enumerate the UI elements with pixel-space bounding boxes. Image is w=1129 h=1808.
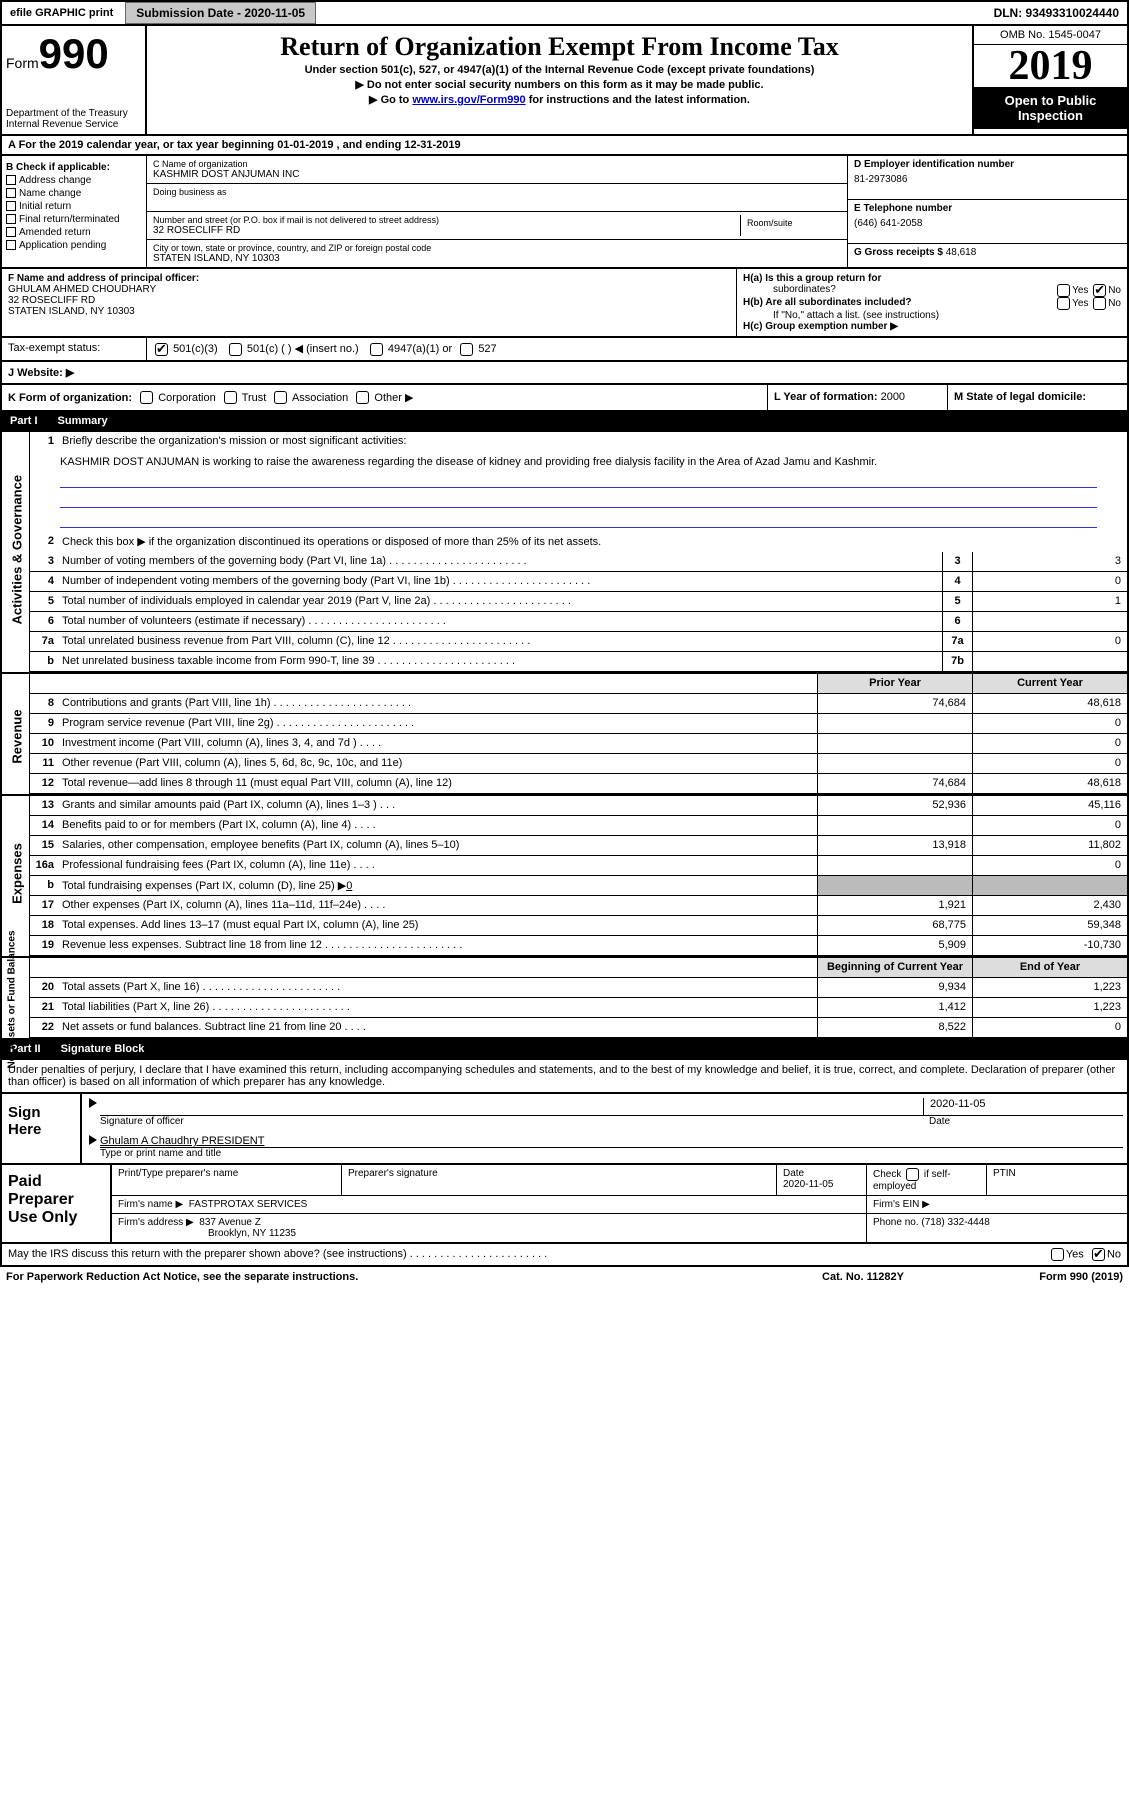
open-public: Open to Public Inspection bbox=[974, 87, 1127, 129]
chk-501c3[interactable] bbox=[155, 343, 168, 356]
mission-text: KASHMIR DOST ANJUMAN is working to raise… bbox=[30, 452, 1127, 532]
ein: 81-2973086 bbox=[854, 174, 1121, 185]
footer-line: For Paperwork Reduction Act Notice, see … bbox=[0, 1267, 1129, 1287]
subtitle-3: ▶ Go to www.irs.gov/Form990 for instruct… bbox=[153, 93, 966, 106]
irs: Internal Revenue Service bbox=[6, 119, 141, 130]
perjury-text: Under penalties of perjury, I declare th… bbox=[0, 1060, 1129, 1094]
irs-link[interactable]: www.irs.gov/Form990 bbox=[412, 94, 525, 106]
subtitle-1: Under section 501(c), 527, or 4947(a)(1)… bbox=[153, 64, 966, 76]
tax-year: 2019 bbox=[974, 45, 1127, 87]
period-line: A For the 2019 calendar year, or tax yea… bbox=[0, 136, 1129, 156]
form-title: Return of Organization Exempt From Incom… bbox=[153, 32, 966, 62]
ha-yes[interactable] bbox=[1057, 284, 1070, 297]
ha-no[interactable] bbox=[1093, 284, 1106, 297]
chk-initial[interactable] bbox=[6, 201, 16, 211]
row-klm: K Form of organization: Corporation Trus… bbox=[0, 385, 1129, 413]
efile-label[interactable]: efile GRAPHIC print bbox=[2, 3, 121, 23]
form-header: Form990 Department of the Treasury Inter… bbox=[0, 26, 1129, 136]
paid-preparer: Paid Preparer Use Only Print/Type prepar… bbox=[0, 1165, 1129, 1244]
expenses-section: Expenses 13Grants and similar amounts pa… bbox=[0, 796, 1129, 958]
header-block: B Check if applicable: Address change Na… bbox=[0, 156, 1129, 269]
fh-block: F Name and address of principal officer:… bbox=[0, 269, 1129, 338]
section-c: C Name of organizationKASHMIR DOST ANJUM… bbox=[147, 156, 847, 267]
discuss-yes[interactable] bbox=[1051, 1248, 1064, 1261]
hb-yes[interactable] bbox=[1057, 297, 1070, 310]
v3: 3 bbox=[972, 552, 1127, 571]
h-a: H(a) Is this a group return for bbox=[743, 273, 1121, 284]
discuss-no[interactable] bbox=[1092, 1248, 1105, 1261]
chk-address[interactable] bbox=[6, 175, 16, 185]
v4: 0 bbox=[972, 572, 1127, 591]
part1-bar: Part ISummary bbox=[0, 412, 1129, 432]
revenue-section: Revenue Prior YearCurrent Year 8Contribu… bbox=[0, 674, 1129, 796]
v6 bbox=[972, 612, 1127, 631]
v7b bbox=[972, 652, 1127, 671]
officer-name: GHULAM AHMED CHOUDHARY bbox=[8, 284, 730, 295]
officer-addr1: 32 ROSECLIFF RD bbox=[8, 295, 730, 306]
city-state-zip: STATEN ISLAND, NY 10303 bbox=[153, 253, 841, 264]
discuss-row: May the IRS discuss this return with the… bbox=[0, 1244, 1129, 1267]
dln: DLN: 93493310024440 bbox=[986, 2, 1127, 24]
hb-no[interactable] bbox=[1093, 297, 1106, 310]
gross-receipts: 48,618 bbox=[946, 247, 977, 258]
dept-treasury: Department of the Treasury bbox=[6, 108, 141, 119]
submission-date: Submission Date - 2020-11-05 bbox=[125, 2, 316, 24]
officer-sig-name: Ghulam A Chaudhry PRESIDENT bbox=[100, 1135, 264, 1147]
v7a: 0 bbox=[972, 632, 1127, 651]
chk-pending[interactable] bbox=[6, 240, 16, 250]
chk-name[interactable] bbox=[6, 188, 16, 198]
arrow-icon bbox=[89, 1135, 97, 1145]
section-d-e-g: D Employer identification number81-29730… bbox=[847, 156, 1127, 267]
row-i: Tax-exempt status: 501(c)(3) 501(c) ( ) … bbox=[0, 338, 1129, 362]
phone: (646) 641-2058 bbox=[854, 218, 1121, 229]
v5: 1 bbox=[972, 592, 1127, 611]
section-b: B Check if applicable: Address change Na… bbox=[2, 156, 147, 267]
preparer-phone: (718) 332-4448 bbox=[921, 1217, 989, 1228]
officer-addr2: STATEN ISLAND, NY 10303 bbox=[8, 306, 730, 317]
firm-name: FASTPROTAX SERVICES bbox=[189, 1199, 308, 1210]
form-number: Form990 bbox=[6, 30, 141, 78]
netassets-section: Net Assets or Fund Balances Beginning of… bbox=[0, 958, 1129, 1040]
chk-final[interactable] bbox=[6, 214, 16, 224]
org-name: KASHMIR DOST ANJUMAN INC bbox=[153, 169, 841, 180]
sign-here: Sign Here 2020-11-05 Signature of office… bbox=[0, 1094, 1129, 1165]
row-j: J Website: ▶ bbox=[0, 362, 1129, 385]
top-bar: efile GRAPHIC print Submission Date - 20… bbox=[0, 0, 1129, 26]
activities-governance: Activities & Governance 1Briefly describ… bbox=[0, 432, 1129, 674]
chk-amended[interactable] bbox=[6, 227, 16, 237]
part2-bar: Part IISignature Block bbox=[0, 1040, 1129, 1060]
street-address: 32 ROSECLIFF RD bbox=[153, 225, 740, 236]
arrow-icon bbox=[89, 1098, 97, 1108]
subtitle-2: ▶ Do not enter social security numbers o… bbox=[153, 78, 966, 91]
